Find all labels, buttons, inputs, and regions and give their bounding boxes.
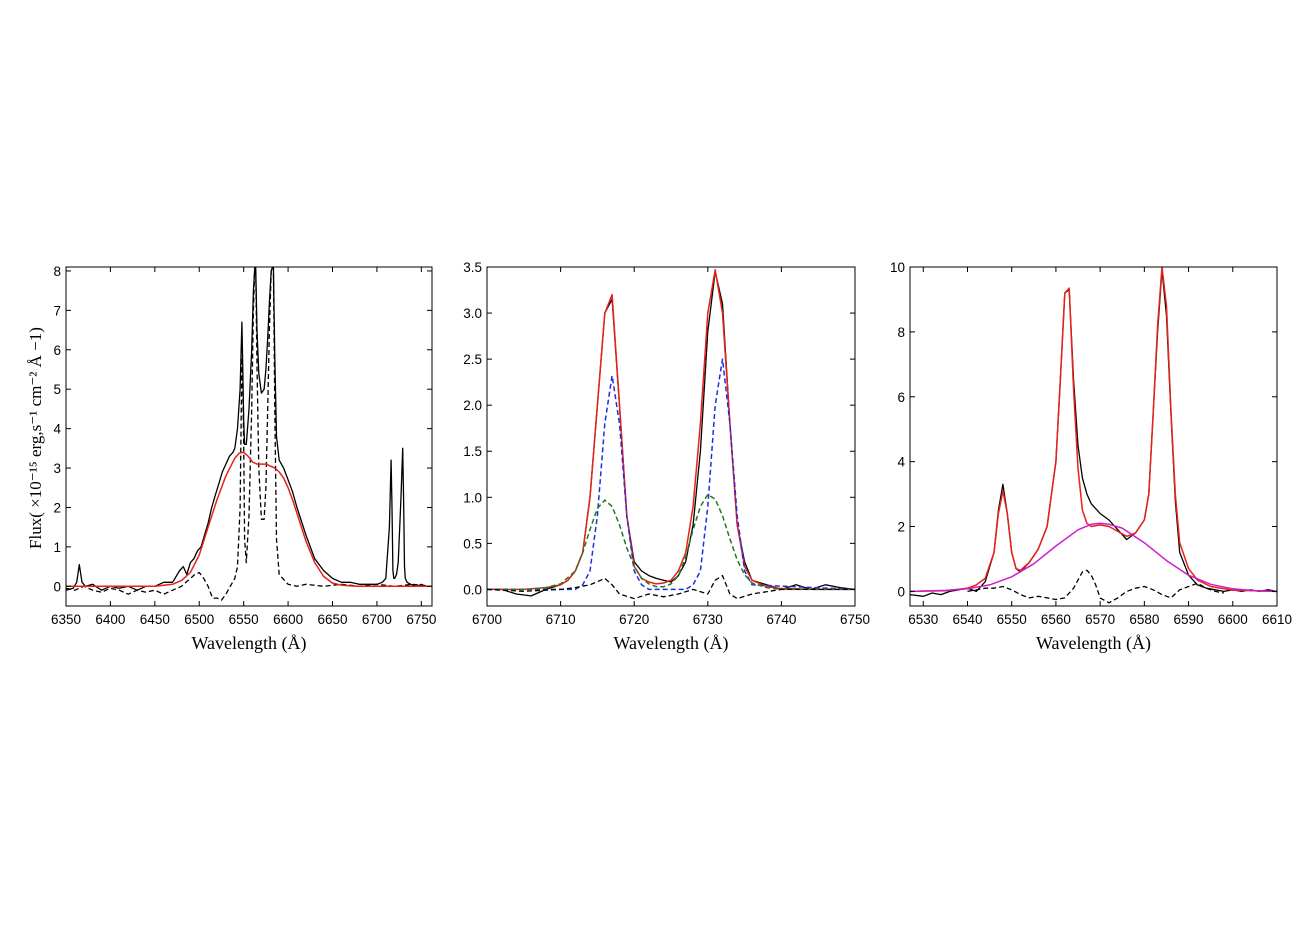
- series-line-3-solid: [910, 522, 1277, 593]
- x-axis-label: Wavelength (Å): [191, 633, 306, 654]
- y-tick-label: 10: [890, 260, 905, 275]
- y-tick-label: 1: [53, 540, 61, 555]
- x-tick-label: 6740: [766, 612, 796, 627]
- y-tick-label: 8: [53, 264, 61, 279]
- series-line-4-dashed: [487, 493, 855, 591]
- x-tick-label: 6710: [546, 612, 576, 627]
- series-line-1-solid: [487, 270, 855, 597]
- plot-area: [66, 267, 432, 601]
- y-tick-label: 6: [53, 343, 61, 358]
- y-tick-label: 2.5: [463, 352, 482, 367]
- x-tick-label: 6540: [952, 612, 982, 627]
- series-line-3-solid: [66, 451, 432, 588]
- series-line-4-dashed: [967, 569, 1225, 604]
- x-tick-label: 6600: [273, 612, 303, 627]
- x-tick-label: 6720: [619, 612, 649, 627]
- x-tick-label: 6730: [693, 612, 723, 627]
- series-line-2-solid: [910, 267, 1277, 593]
- y-tick-label: 6: [897, 390, 905, 405]
- panel-halpha-wide: 6350 6400 6450 6500 6550 6600 6650 6700 6750 0 1 2 3…: [51, 264, 436, 654]
- x-tick-label: 6550: [997, 612, 1027, 627]
- y-tick-label: 7: [53, 303, 61, 318]
- series-line-1-solid: [66, 267, 432, 591]
- x-tick-label: 6400: [95, 612, 125, 627]
- plot-area: [910, 267, 1277, 604]
- x-tick-label: 6650: [317, 612, 347, 627]
- y-tick-label: 8: [897, 325, 905, 340]
- y-tick-label: 5: [53, 382, 61, 397]
- y-tick-label: 0.5: [463, 536, 482, 551]
- x-tick-label: 6590: [1174, 612, 1204, 627]
- x-tick-label: 6750: [840, 612, 870, 627]
- x-tick-label: 6750: [406, 612, 436, 627]
- x-axis-label: Wavelength (Å): [613, 633, 728, 654]
- y-tick-label: 2: [897, 520, 905, 535]
- x-tick-label: 6550: [229, 612, 259, 627]
- x-tick-label: 6350: [51, 612, 81, 627]
- y-tick-label: 3.5: [463, 260, 482, 275]
- series-line-3-dashed: [487, 358, 855, 591]
- x-tick-label: 6700: [472, 612, 502, 627]
- y-tick-label: 4: [897, 455, 905, 470]
- axes-frame: [65, 266, 433, 607]
- plot-area: [487, 269, 855, 600]
- x-tick-label: 6600: [1218, 612, 1248, 627]
- y-tick-label: 3: [53, 461, 61, 476]
- panel-sii-doublet: 6700 6710 6720 6730 6740 6750 0.0 0.5 1.0 1.5 2.0 2…: [463, 260, 870, 654]
- axes-frame: [909, 266, 1278, 607]
- series-line-1-solid: [910, 269, 1277, 597]
- x-tick-label: 6610: [1262, 612, 1292, 627]
- y-tick-label: 4: [53, 422, 61, 437]
- series-line-2-solid: [487, 269, 855, 591]
- x-tick-label: 6500: [184, 612, 214, 627]
- x-axis-label: Wavelength (Å): [1036, 633, 1151, 654]
- y-tick-label: 0: [897, 584, 905, 599]
- y-tick-label: 1.5: [463, 444, 482, 459]
- x-tick-label: 6560: [1041, 612, 1071, 627]
- y-tick-label: 0: [53, 579, 61, 594]
- y-tick-label: 1.0: [463, 490, 482, 505]
- y-tick-label: 0.0: [463, 582, 482, 597]
- x-tick-label: 6700: [362, 612, 392, 627]
- x-tick-label: 6450: [140, 612, 170, 627]
- x-tick-label: 6580: [1129, 612, 1159, 627]
- y-tick-label: 2.0: [463, 398, 482, 413]
- panel-halpha-nii-fit: 6530 6540 6550 6560 6570 6580 6590 6600 6610 0 2 4 6…: [890, 260, 1292, 654]
- x-tick-label: 6530: [908, 612, 938, 627]
- series-line-5-dashed: [487, 574, 855, 600]
- y-axis-label: Flux( ×10⁻¹⁵ erg,s⁻¹ cm⁻² Å −1): [26, 327, 45, 549]
- series-line-2-dashed: [66, 267, 432, 601]
- y-tick-label: 3.0: [463, 306, 482, 321]
- axes-frame: [486, 266, 856, 607]
- x-tick-label: 6570: [1085, 612, 1115, 627]
- y-tick-label: 2: [53, 500, 61, 515]
